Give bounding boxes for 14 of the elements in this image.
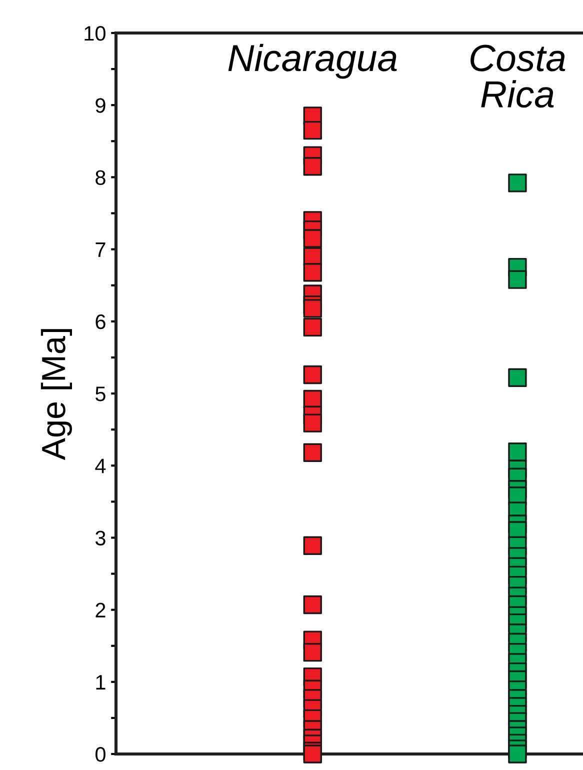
y-tick-label: 3 bbox=[95, 530, 106, 546]
y-tick-label: 6 bbox=[96, 314, 106, 330]
x-tick-label: Costa Rica bbox=[470, 44, 566, 108]
y-tick-label: 1 bbox=[96, 675, 106, 690]
y-tick-label: 2 bbox=[96, 602, 106, 618]
y-tick-label: 5 bbox=[96, 386, 106, 402]
x-tick-label: Nicaragua bbox=[228, 44, 397, 79]
y-tick-label: 8 bbox=[96, 170, 106, 185]
y-tick-label: 9 bbox=[96, 98, 106, 113]
y-tick-label: 4 bbox=[95, 458, 106, 474]
y-axis-title: Age [Ma] bbox=[40, 329, 72, 460]
y-tick-label: 0 bbox=[96, 747, 106, 762]
y-tick-label: 7 bbox=[96, 242, 106, 257]
y-tick-label: 10 bbox=[84, 26, 106, 41]
